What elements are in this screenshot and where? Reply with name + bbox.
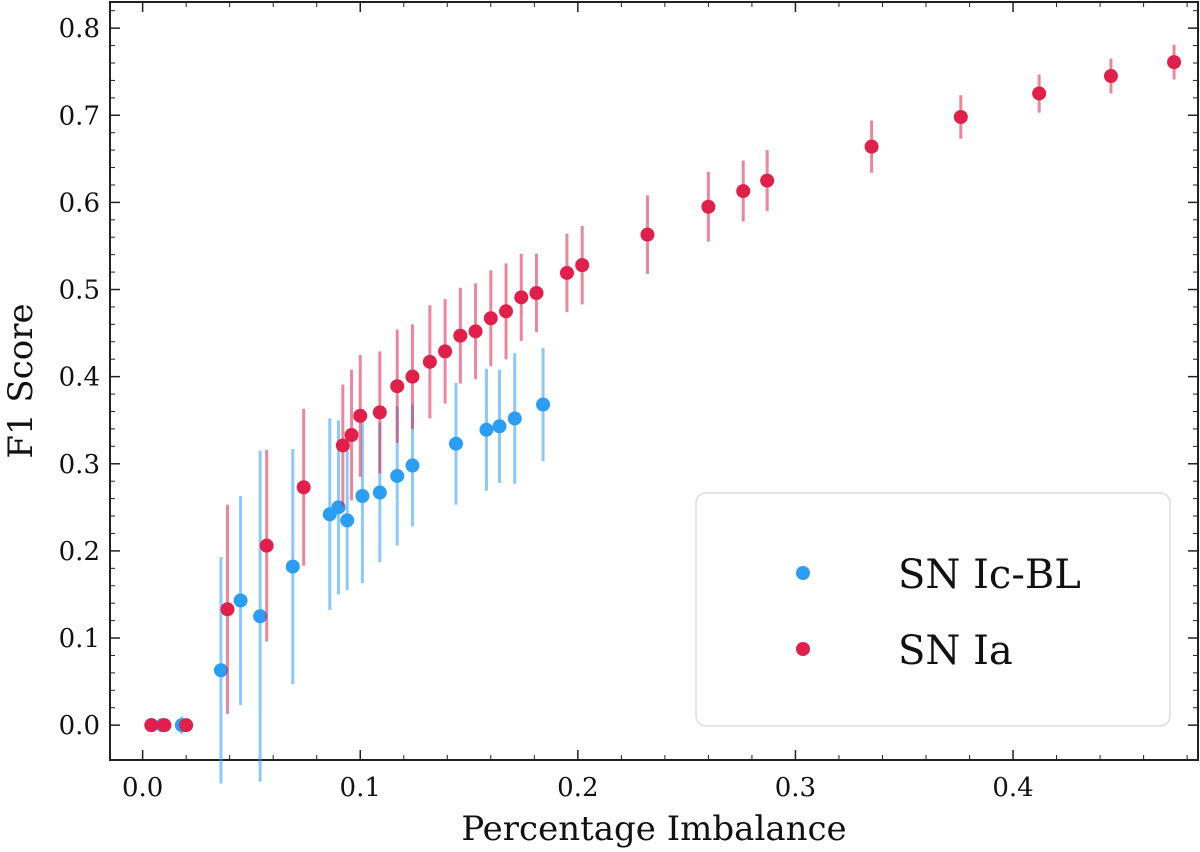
data-point [296, 480, 311, 495]
data-point [864, 139, 879, 154]
data-point [179, 718, 194, 733]
data-point [448, 436, 463, 451]
y-tick-label: 0.3 [59, 450, 100, 480]
data-point [701, 199, 716, 214]
data-point [514, 290, 529, 305]
series-0 [144, 347, 551, 784]
data-point [575, 258, 590, 273]
data-point [953, 110, 968, 125]
data-point [640, 227, 655, 242]
x-tick-label: 0.2 [557, 773, 598, 803]
legend-marker-sn-ic-bl [796, 566, 810, 580]
data-point [233, 593, 248, 608]
data-point [536, 397, 551, 412]
data-point [335, 438, 350, 453]
data-point [390, 379, 405, 394]
data-point [372, 485, 387, 500]
data-point [492, 419, 507, 434]
legend-frame [695, 492, 1171, 727]
data-point [372, 405, 387, 420]
y-axis-title: F1 Score [1, 303, 41, 458]
data-point [453, 328, 468, 343]
major-ticks [110, 2, 1198, 760]
x-tick-label: 0.1 [340, 773, 381, 803]
data-point [760, 173, 775, 188]
minor-ticks [110, 2, 1198, 760]
data-point [405, 369, 420, 384]
data-point [220, 602, 235, 617]
series-layer [144, 44, 1182, 784]
data-point [1167, 55, 1182, 70]
data-point [157, 718, 172, 733]
legend-label-sn-ia: SN Ia [898, 628, 1013, 674]
y-tick-label: 0.4 [59, 363, 100, 393]
data-point [438, 344, 453, 359]
data-point [499, 304, 514, 319]
data-point [340, 513, 355, 528]
data-point [559, 265, 574, 280]
x-tick-label: 0.0 [122, 773, 163, 803]
data-point [1032, 86, 1047, 101]
data-point [483, 311, 498, 326]
data-point [507, 411, 522, 426]
legend-label-sn-ic-bl: SN Ic-BL [898, 552, 1081, 598]
y-tick-label: 0.8 [59, 14, 100, 44]
y-tick-label: 0.6 [59, 188, 100, 218]
legend-marker-sn-ia [796, 642, 810, 656]
y-tick-label: 0.0 [59, 711, 100, 741]
data-point [390, 468, 405, 483]
data-point [355, 489, 370, 504]
data-point [253, 609, 268, 624]
series-1 [144, 44, 1182, 733]
data-point [529, 286, 544, 301]
data-point [344, 428, 359, 443]
data-point [405, 458, 420, 473]
x-axis-title: Percentage Imbalance [461, 809, 846, 849]
data-point [353, 408, 368, 423]
y-tick-label: 0.2 [59, 537, 100, 567]
data-point [144, 718, 159, 733]
data-point [213, 663, 228, 678]
data-point [479, 422, 494, 437]
y-tick-labels: 0.0 0.1 0.2 0.3 0.4 0.5 0.6 0.7 0.8 [59, 14, 100, 741]
data-point [1103, 69, 1118, 84]
data-point [468, 324, 483, 339]
legend: SN Ic-BL SN Ia [695, 492, 1171, 727]
y-tick-label: 0.5 [59, 276, 100, 306]
x-tick-label: 0.4 [992, 773, 1033, 803]
x-tick-labels: 0.0 0.1 0.2 0.3 0.4 [122, 773, 1034, 803]
data-point [736, 184, 751, 199]
x-tick-label: 0.3 [775, 773, 816, 803]
y-tick-label: 0.1 [59, 624, 100, 654]
data-point [259, 538, 274, 553]
data-point [422, 354, 437, 369]
y-tick-label: 0.7 [59, 101, 100, 131]
data-point [285, 559, 300, 574]
